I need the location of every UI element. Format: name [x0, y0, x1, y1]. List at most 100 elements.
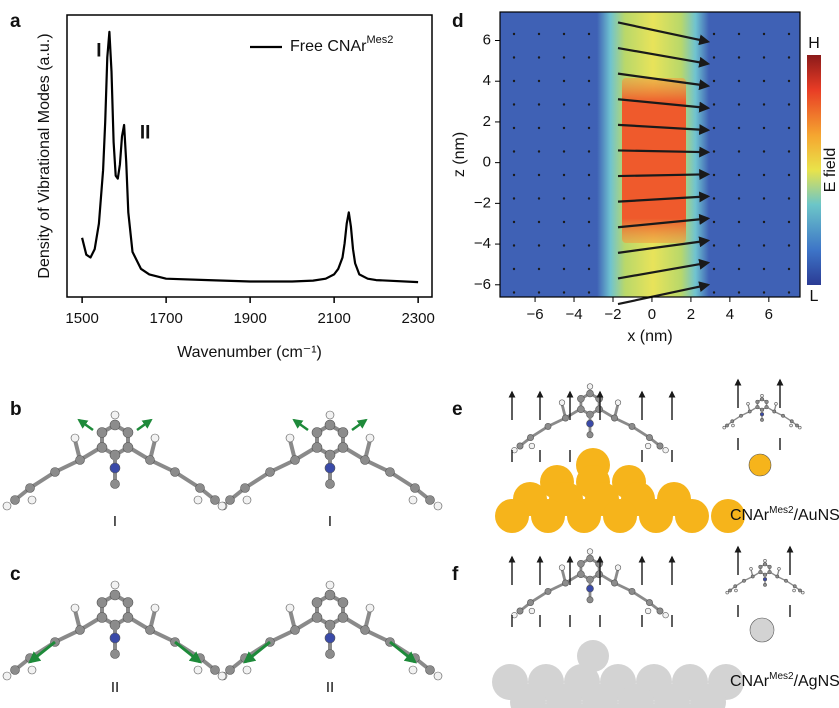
field-dot [787, 103, 791, 106]
field-dot [512, 220, 516, 224]
panel-label: b [10, 399, 22, 420]
field-dot [537, 244, 541, 247]
atom [755, 405, 760, 410]
field-dot [787, 267, 791, 271]
atom [774, 402, 778, 406]
field-dot [587, 56, 591, 59]
atom [742, 578, 746, 583]
field-core [622, 78, 686, 243]
field-dot [737, 291, 741, 294]
atom [324, 419, 336, 431]
x-axis-title: x (nm) [627, 328, 672, 345]
atom [70, 433, 80, 443]
atom [2, 671, 12, 681]
field-dot [712, 197, 716, 200]
atom [290, 455, 300, 465]
y-tick-label: −6 [474, 276, 491, 293]
bond [173, 470, 202, 490]
ag-particle [654, 684, 690, 708]
atom [749, 567, 753, 571]
atom [558, 399, 566, 406]
field-dot [712, 244, 716, 247]
atom [109, 632, 121, 644]
x-tick-label: −4 [565, 306, 582, 323]
field-dot [787, 220, 791, 224]
atom [217, 501, 227, 511]
atom [285, 433, 295, 443]
atom [145, 455, 155, 465]
atom [242, 665, 252, 675]
field-dot [712, 79, 716, 83]
field-dot [587, 32, 591, 36]
atom [110, 580, 120, 590]
atom [193, 495, 203, 505]
molecule-name: CNAr [730, 507, 770, 524]
atom [408, 665, 418, 675]
field-dot [712, 150, 716, 153]
atom [150, 603, 160, 613]
atom [595, 394, 603, 403]
x-tick-label: 2300 [401, 310, 434, 327]
molecule-superscript: Mes2 [769, 671, 794, 682]
atom [739, 413, 743, 418]
field-dot [512, 103, 516, 106]
atom [27, 495, 37, 505]
atom [70, 603, 80, 613]
atom [2, 501, 12, 511]
field-dot [787, 32, 791, 36]
atom [145, 625, 155, 635]
atom [798, 425, 802, 430]
atom [527, 599, 534, 607]
field-dot [537, 150, 541, 153]
field-dot [537, 197, 541, 200]
field-dot [562, 291, 566, 294]
field-dot [712, 126, 716, 130]
atom [195, 483, 205, 493]
field-dot [562, 173, 566, 177]
atom [763, 583, 767, 587]
field-dot [512, 267, 516, 271]
field-dot [512, 32, 516, 36]
field-dot [512, 79, 516, 83]
field-dot [562, 79, 566, 83]
atom [762, 562, 768, 567]
ag-particle [690, 684, 726, 708]
atom [170, 467, 180, 477]
field-dot [737, 103, 741, 106]
panel-label: f [452, 564, 459, 585]
field-dot [712, 291, 716, 294]
atom [122, 427, 134, 438]
atom [527, 434, 534, 442]
y-tick-label: −4 [474, 235, 491, 252]
atom [337, 612, 349, 623]
atom [586, 548, 594, 555]
ag-particle [618, 684, 654, 708]
field-dot [587, 267, 591, 271]
atom [801, 590, 805, 595]
atom [311, 597, 323, 608]
ag-particle [577, 640, 609, 672]
field-dot [762, 244, 766, 247]
atom [731, 423, 735, 428]
atom [325, 410, 335, 420]
field-dot [737, 150, 741, 153]
atom [614, 564, 622, 571]
atom [792, 584, 797, 589]
atom [324, 589, 336, 601]
field-dot [562, 32, 566, 36]
field-dot [762, 291, 766, 294]
panel-label: a [10, 11, 21, 32]
field-dot [737, 197, 741, 200]
atom [795, 423, 799, 428]
panel-label: c [10, 564, 21, 585]
field-arrow [617, 98, 711, 113]
atom [311, 612, 323, 623]
au-particle [603, 499, 637, 533]
atom [385, 467, 395, 477]
atom [50, 467, 60, 477]
field-dot [737, 126, 741, 130]
atom [577, 570, 585, 579]
atom [110, 410, 120, 420]
field-dot [762, 126, 766, 130]
atom [360, 455, 370, 465]
